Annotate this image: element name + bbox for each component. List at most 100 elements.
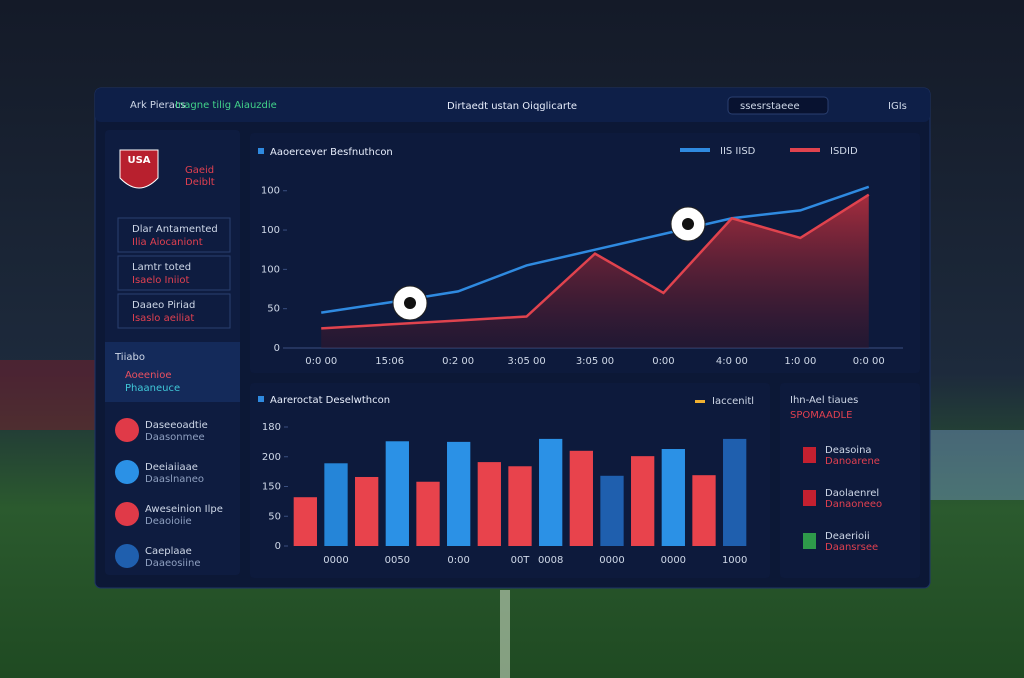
- x-tick-label: 0:2 00: [442, 356, 474, 367]
- y-tick-label: 50: [268, 511, 281, 522]
- header-bar: [95, 88, 930, 122]
- item-sub: Danoarene: [825, 456, 880, 467]
- x-tick-label: 0:00: [652, 356, 674, 367]
- logo-shield: [119, 149, 159, 189]
- legend-swatch: [680, 148, 710, 152]
- chart-title: Aareroctat Deselwthcon: [270, 395, 390, 406]
- bar: [539, 438, 563, 546]
- bar: [293, 497, 317, 546]
- player-sub: Daasonmee: [145, 432, 205, 443]
- ball-patch: [404, 297, 416, 309]
- section-item[interactable]: Aoeenioe: [125, 370, 171, 381]
- player-name[interactable]: Caeplaae: [145, 546, 192, 557]
- ball-patch: [682, 218, 694, 230]
- banner: [0, 360, 100, 430]
- player-name[interactable]: Daseeoadtie: [145, 420, 208, 431]
- card[interactable]: [117, 293, 231, 329]
- search-text[interactable]: ssesrstaeee: [740, 101, 800, 112]
- bar: [355, 476, 379, 546]
- bar: [324, 463, 348, 546]
- y-tick-label: 180: [262, 422, 281, 433]
- x-tick-label: 0000: [661, 555, 686, 566]
- x-tick-label: 0:0 00: [853, 356, 885, 367]
- card-title: Daaeo Piriad: [132, 300, 195, 311]
- right-title: Ihn-Ael tiaues: [790, 395, 858, 406]
- player-sub: Deaoioiie: [145, 516, 192, 527]
- x-tick-label: 0:0 00: [305, 356, 337, 367]
- bar: [600, 475, 624, 546]
- x-tick-label: 0008: [538, 555, 563, 566]
- team: Deiblt: [185, 177, 215, 188]
- item-name: Daolaenrel: [825, 488, 879, 499]
- legend-swatch: [695, 400, 705, 403]
- x-tick-label: 1:0 00: [784, 356, 816, 367]
- x-tick-label: 0000: [599, 555, 624, 566]
- x-tick-label: 4:0 00: [716, 356, 748, 367]
- x-tick-label: 0:00: [447, 555, 469, 566]
- line: [321, 193, 870, 330]
- item-sub: Daansrsee: [825, 542, 878, 553]
- legend-label: Iaccenitl: [712, 396, 754, 407]
- bar: [692, 475, 716, 546]
- player-name[interactable]: Deeiaiiaae: [145, 462, 198, 473]
- y-tick-label: 100: [261, 186, 280, 197]
- item-badge: [803, 490, 816, 506]
- right-panel: [780, 383, 920, 578]
- card-sub: Isaelo Iniiot: [132, 275, 189, 286]
- bar: [477, 462, 501, 546]
- card-title: Lamtr toted: [132, 262, 191, 273]
- bar: [569, 450, 593, 546]
- area: [321, 194, 869, 348]
- title-marker: [258, 396, 264, 402]
- section-item[interactable]: Phaaneuce: [125, 383, 180, 394]
- player-avatar: [115, 418, 139, 442]
- legend-label: ISDID: [830, 146, 858, 157]
- logo: USA: [127, 155, 150, 166]
- y-tick-label: 50: [267, 304, 280, 315]
- bar: [416, 481, 440, 546]
- x-tick-label: 0000: [323, 555, 348, 566]
- card[interactable]: [117, 255, 231, 291]
- chart-title: Aaoercever Besfnuthcon: [270, 147, 393, 158]
- section: [105, 342, 240, 402]
- legend-swatch: [790, 148, 820, 152]
- search[interactable]: [727, 96, 829, 115]
- y-tick-label: 0: [274, 343, 280, 354]
- banner: [930, 430, 1024, 500]
- player-sub: Daaslnaneo: [145, 474, 204, 485]
- card-sub: Ilia Aiocaniont: [132, 237, 203, 248]
- bar: [631, 456, 655, 546]
- team: Gaeid: [185, 165, 214, 176]
- bar: [661, 449, 685, 546]
- player-avatar: [115, 544, 139, 568]
- section-title: Tiiabo: [114, 352, 145, 363]
- bar: [385, 441, 409, 546]
- player-avatar: [115, 460, 139, 484]
- y-tick-label: 100: [261, 225, 280, 236]
- legend-label: IIS IISD: [720, 146, 756, 157]
- card-sub: Isaslo aeiliat: [132, 313, 194, 324]
- player-sub: Daaeosiine: [145, 558, 200, 569]
- x-tick-label: 3:05 00: [507, 356, 545, 367]
- x-tick-label: 1000: [722, 555, 747, 566]
- title-marker: [258, 148, 264, 154]
- card-title: Dlar Antamented: [132, 224, 218, 235]
- y-tick-label: 150: [262, 482, 281, 493]
- item-sub: Danaoneeo: [825, 499, 882, 510]
- item-badge: [803, 533, 816, 549]
- x-tick-label: 0050: [385, 555, 410, 566]
- bar: [447, 441, 471, 546]
- player-avatar: [115, 502, 139, 526]
- menu[interactable]: IGIs: [888, 101, 907, 112]
- y-tick-label: 200: [262, 452, 281, 463]
- y-tick-label: 100: [261, 264, 280, 275]
- card[interactable]: [117, 217, 231, 253]
- item-name: Deaerioii: [825, 531, 870, 542]
- nav[interactable]: Ark Pieracs: [130, 100, 186, 111]
- x-tick-label: 00T: [511, 555, 531, 566]
- nav-link[interactable]: Inagne tilig Aiauzdie: [175, 100, 277, 111]
- player-name[interactable]: Aweseinion Ilpe: [145, 504, 223, 515]
- x-tick-label: 15:06: [375, 356, 404, 367]
